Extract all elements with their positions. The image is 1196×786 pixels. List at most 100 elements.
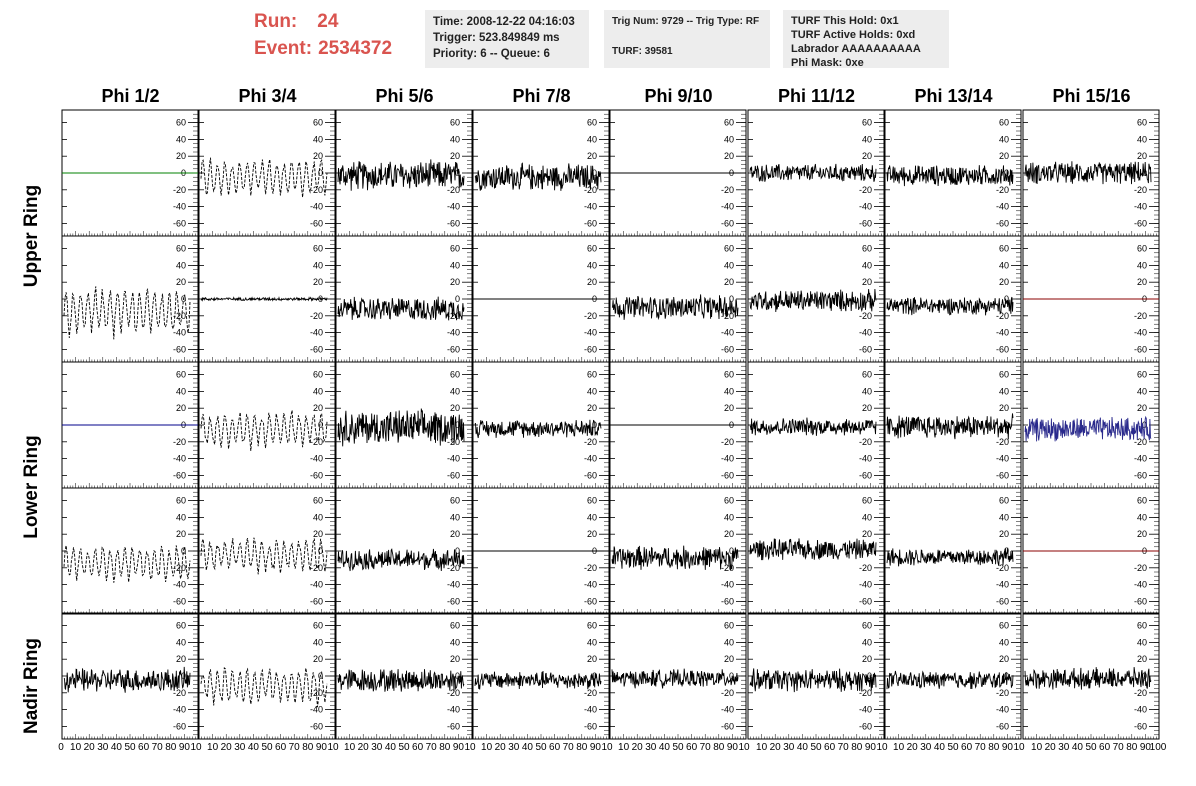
y-tick-label: -60 — [584, 596, 597, 606]
y-tick-label: -20 — [584, 185, 597, 195]
y-tick-label: 60 — [862, 244, 872, 254]
y-tick-label: 40 — [724, 512, 734, 522]
y-tick-label: 60 — [176, 496, 186, 506]
y-tick-label: 60 — [313, 496, 323, 506]
priority-text: Priority: 6 -- Queue: 6 — [433, 48, 550, 60]
y-tick-label: 0 — [318, 420, 323, 430]
y-tick-label: 20 — [176, 654, 186, 664]
waveform-trace — [474, 670, 602, 690]
y-tick-label: 60 — [862, 370, 872, 380]
y-tick-label: -20 — [447, 185, 460, 195]
y-tick-label: 40 — [1137, 512, 1147, 522]
x-tick-label: 40 — [522, 742, 534, 753]
y-tick-label: -60 — [310, 470, 323, 480]
y-tick-label: -60 — [584, 470, 597, 480]
y-tick-label: -40 — [859, 454, 872, 464]
y-tick-label: -20 — [859, 311, 872, 321]
y-tick-label: 60 — [587, 370, 597, 380]
column-header-7: Phi 13/14 — [914, 86, 993, 106]
panel-r2-c3: 60 40 20 0 -20 -40 -60 — [335, 235, 473, 363]
y-tick-label: 40 — [999, 134, 1009, 144]
x-tick-label: 20 — [358, 742, 370, 753]
x-tick-label: 40 — [659, 742, 671, 753]
waveform-trace — [200, 410, 328, 451]
y-tick-label: 0 — [729, 671, 734, 681]
y-tick-label: -20 — [584, 688, 597, 698]
column-header-3: Phi 5/6 — [375, 86, 434, 106]
x-tick-label: 60 — [549, 742, 561, 753]
x-tick-label-10: 10 — [464, 742, 476, 753]
y-tick-label: 20 — [450, 277, 460, 287]
x-tick-label: 50 — [1085, 742, 1097, 753]
y-tick-label: 40 — [450, 386, 460, 396]
y-tick-label: 40 — [999, 386, 1009, 396]
x-tick-label: 90 — [1002, 742, 1014, 753]
waveform-trace — [1024, 415, 1152, 442]
y-tick-label: -40 — [859, 202, 872, 212]
y-tick-label: -60 — [310, 344, 323, 354]
x-tick-label: 70 — [152, 742, 164, 753]
y-tick-label: 60 — [587, 621, 597, 631]
y-tick-label: -40 — [310, 454, 323, 464]
x-tick-label-10: 10 — [1013, 742, 1025, 753]
y-tick-label: -40 — [721, 580, 734, 590]
x-tick-label: 80 — [1126, 742, 1138, 753]
y-tick-label: -20 — [1134, 437, 1147, 447]
x-tick-label: 30 — [371, 742, 383, 753]
y-tick-label: 20 — [724, 277, 734, 287]
y-tick-label: -40 — [173, 580, 186, 590]
y-tick-label: 60 — [450, 118, 460, 128]
waveform-trace — [1024, 667, 1152, 690]
y-tick-label: -60 — [1134, 470, 1147, 480]
x-tick-label: 80 — [988, 742, 1000, 753]
y-tick-label: 20 — [999, 654, 1009, 664]
waveform-trace — [886, 413, 1014, 440]
y-tick-label: 0 — [729, 546, 734, 556]
y-tick-label: -60 — [996, 721, 1009, 731]
y-tick-label: -20 — [996, 563, 1009, 573]
y-tick-label: 0 — [455, 420, 460, 430]
y-tick-label: 40 — [724, 134, 734, 144]
x-tick-label: 70 — [1113, 742, 1125, 753]
y-tick-label: -60 — [859, 596, 872, 606]
x-tick-label: 90 — [590, 742, 602, 753]
y-tick-label: 60 — [1137, 244, 1147, 254]
y-tick-label: 20 — [999, 403, 1009, 413]
x-tick-label: 70 — [289, 742, 301, 753]
x-tick-label: 60 — [961, 742, 973, 753]
y-tick-label: 0 — [1004, 294, 1009, 304]
panel-r4-c6: 60 40 20 0 -20 -40 -60 — [747, 487, 885, 615]
y-tick-label: 20 — [999, 151, 1009, 161]
trig-info-box: Trig Num: 9729 -- Trig Type: RF TURF: 39… — [604, 10, 770, 68]
y-tick-label: -20 — [721, 185, 734, 195]
x-tick-label-last: 100 — [1150, 742, 1167, 753]
y-tick-label: -60 — [310, 596, 323, 606]
x-tick-label: 90 — [316, 742, 328, 753]
y-tick-label: 60 — [587, 496, 597, 506]
y-tick-label: 40 — [999, 637, 1009, 647]
y-tick-label: 20 — [450, 529, 460, 539]
y-tick-label: 20 — [999, 277, 1009, 287]
x-tick-label: 90 — [179, 742, 191, 753]
waveform-trace — [1024, 161, 1152, 185]
y-tick-label: 60 — [587, 118, 597, 128]
panel-r4-c2: 60 40 20 0 -20 -40 -60 — [198, 487, 336, 615]
y-tick-label: 40 — [1137, 134, 1147, 144]
y-tick-label: -60 — [447, 470, 460, 480]
waveform-trace — [200, 157, 328, 198]
y-tick-label: 20 — [724, 654, 734, 664]
y-tick-label: -40 — [173, 328, 186, 338]
turf-info-box: TURF This Hold: 0x1 TURF Active Holds: 0… — [783, 10, 949, 69]
y-tick-label: -40 — [310, 580, 323, 590]
y-tick-label: 40 — [587, 637, 597, 647]
x-tick-label: 80 — [165, 742, 177, 753]
waveform-trace — [63, 666, 191, 693]
y-tick-label: -60 — [447, 721, 460, 731]
panel-r1-c2: 60 40 20 0 -20 -40 -60 — [198, 109, 336, 237]
